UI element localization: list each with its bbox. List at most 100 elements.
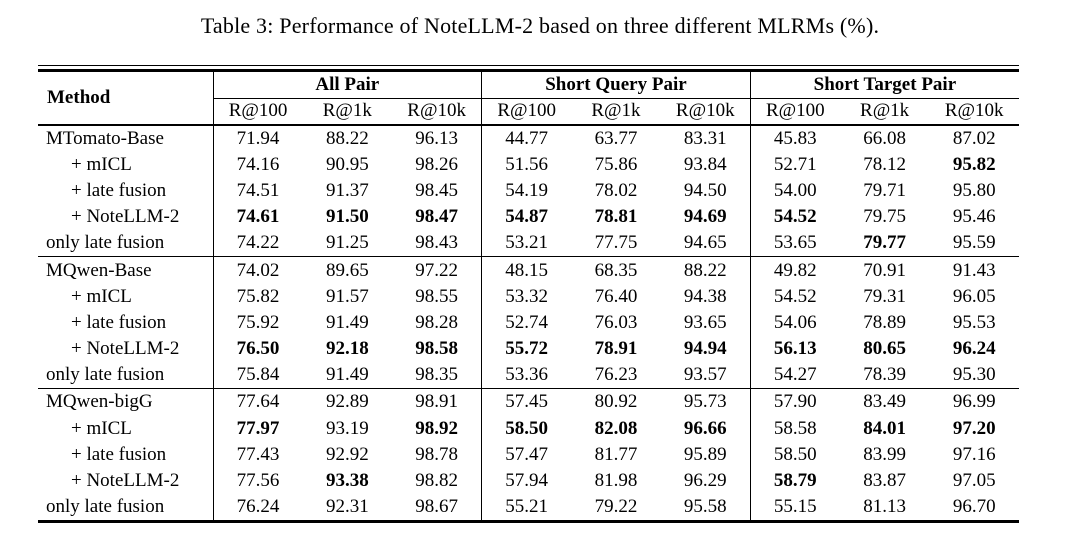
metric-header-r100: R@100 xyxy=(750,98,840,126)
value-cell: 91.25 xyxy=(325,232,369,254)
value-cell: 78.12 xyxy=(863,153,906,175)
table-row: + late fusion 75.92 91.49 98.28 52.74 76.03 93… xyxy=(38,309,1019,336)
value-cell: 95.73 xyxy=(660,388,751,416)
value-cell: 93.19 xyxy=(325,417,369,439)
value-cell: 95.59 xyxy=(952,232,996,254)
value-cell: 98.35 xyxy=(392,362,483,389)
value-cell: 75.86 xyxy=(594,153,638,175)
value-cell: 93.84 xyxy=(660,151,751,178)
metric-header-r10k: R@10k xyxy=(392,98,483,126)
value-cell: 92.31 xyxy=(325,496,369,518)
table-row: + NoteLLM-2 74.61 91.50 98.47 54.87 78.81 94.6… xyxy=(38,204,1019,231)
value-cell: 93.38 xyxy=(325,470,369,492)
metric-header-r100: R@100 xyxy=(481,98,572,126)
value-cell: 89.65 xyxy=(302,256,393,284)
value-cell: 57.90 xyxy=(750,388,840,416)
table-row: + late fusion 74.51 91.37 98.45 54.19 78.02 94… xyxy=(38,177,1019,205)
method-cell: + late fusion xyxy=(38,309,214,336)
table-row: only late fusion 76.24 92.31 98.67 55.21 79.2… xyxy=(38,494,1019,522)
value-cell: 48.15 xyxy=(481,256,572,284)
method-cell: + NoteLLM-2 xyxy=(38,204,214,231)
value-cell: 98.82 xyxy=(392,467,483,495)
value-cell: 45.83 xyxy=(773,127,817,149)
table-row: + late fusion 77.43 92.92 98.78 57.47 81.77 95… xyxy=(38,441,1019,468)
value-cell: 98.91 xyxy=(392,388,483,416)
value-cell: 76.24 xyxy=(236,496,280,518)
value-cell: 92.18 xyxy=(325,338,369,360)
value-cell: 58.50 xyxy=(505,417,549,439)
method-cell: MQwen-bigG xyxy=(38,388,214,416)
table-row: only late fusion 74.22 91.25 98.43 53.21 77.7… xyxy=(38,230,1019,257)
method-cell: + NoteLLM-2 xyxy=(38,467,214,495)
value-cell: 98.43 xyxy=(392,230,483,257)
value-cell: 58.50 xyxy=(773,443,817,465)
method-cell: + mICL xyxy=(38,415,214,442)
group-header-short-query-pair: Short Query Pair xyxy=(481,70,751,99)
value-cell: 93.65 xyxy=(660,309,751,336)
value-cell: 96.05 xyxy=(952,285,996,307)
value-cell: 94.38 xyxy=(660,283,751,310)
value-cell: 55.21 xyxy=(505,496,549,518)
value-cell: 95.80 xyxy=(952,179,996,201)
value-cell: 98.92 xyxy=(392,415,483,442)
value-cell: 96.24 xyxy=(952,338,996,360)
value-cell: 98.58 xyxy=(392,336,483,363)
value-cell: 81.77 xyxy=(594,443,638,465)
value-cell: 94.65 xyxy=(660,230,751,257)
value-cell: 79.31 xyxy=(863,285,906,307)
value-cell: 53.65 xyxy=(773,232,817,254)
value-cell: 91.49 xyxy=(325,311,369,333)
value-cell: 95.46 xyxy=(952,206,996,228)
value-cell: 76.23 xyxy=(594,364,638,386)
value-cell: 74.02 xyxy=(213,256,303,284)
group-header-all-pair: All Pair xyxy=(213,70,483,99)
value-cell: 78.91 xyxy=(594,338,638,360)
value-cell: 95.30 xyxy=(952,364,996,386)
value-cell: 88.22 xyxy=(325,127,369,149)
table-header: Method All Pair Short Query Pair Short T… xyxy=(38,70,1019,126)
table-row: + mICL 74.16 90.95 98.26 51.56 75.86 93.84 52.7… xyxy=(38,151,1019,178)
method-cell: + late fusion xyxy=(38,441,214,468)
value-cell: 49.82 xyxy=(750,256,840,284)
value-cell: 96.70 xyxy=(952,496,996,518)
value-cell: 77.75 xyxy=(594,232,638,254)
value-cell: 57.47 xyxy=(505,443,549,465)
value-cell: 58.79 xyxy=(773,470,817,492)
value-cell: 95.82 xyxy=(952,153,996,175)
method-cell: + late fusion xyxy=(38,177,214,205)
method-cell: + mICL xyxy=(38,151,214,178)
value-cell: 77.97 xyxy=(236,417,280,439)
value-cell: 53.32 xyxy=(505,285,549,307)
value-cell: 76.40 xyxy=(594,285,638,307)
method-cell: only late fusion xyxy=(38,230,214,257)
value-cell: 83.87 xyxy=(863,470,906,492)
value-cell: 54.06 xyxy=(773,311,817,333)
value-cell: 77.43 xyxy=(236,443,280,465)
value-cell: 82.08 xyxy=(594,417,638,439)
value-cell: 95.58 xyxy=(660,494,751,522)
value-cell: 75.84 xyxy=(236,364,280,386)
value-cell: 77.56 xyxy=(236,470,280,492)
results-table: Method All Pair Short Query Pair Short T… xyxy=(38,68,1019,524)
metric-header-r1k: R@1k xyxy=(302,98,393,126)
value-cell: 81.98 xyxy=(594,470,638,492)
table-row: MQwen-bigG 77.64 92.89 98.91 57.45 80.92 95.73… xyxy=(38,388,1019,416)
value-cell: 92.89 xyxy=(302,388,393,416)
value-cell: 98.78 xyxy=(392,441,483,468)
value-cell: 92.92 xyxy=(325,443,369,465)
value-cell: 97.16 xyxy=(952,443,996,465)
value-cell: 98.28 xyxy=(392,309,483,336)
value-cell: 93.57 xyxy=(660,362,751,389)
value-cell: 90.95 xyxy=(325,153,369,175)
method-column-header: Method xyxy=(38,70,214,126)
value-cell: 75.82 xyxy=(236,285,280,307)
method-cell: + mICL xyxy=(38,283,214,310)
method-cell: MTomato-Base xyxy=(38,124,214,152)
value-cell: 83.99 xyxy=(863,443,906,465)
value-cell: 91.57 xyxy=(325,285,369,307)
value-cell: 44.77 xyxy=(505,127,549,149)
value-cell: 94.50 xyxy=(660,177,751,205)
value-cell: 97.22 xyxy=(392,256,483,284)
table-row: only late fusion 75.84 91.49 98.35 53.36 76.2… xyxy=(38,362,1019,389)
value-cell: 54.52 xyxy=(773,206,817,228)
